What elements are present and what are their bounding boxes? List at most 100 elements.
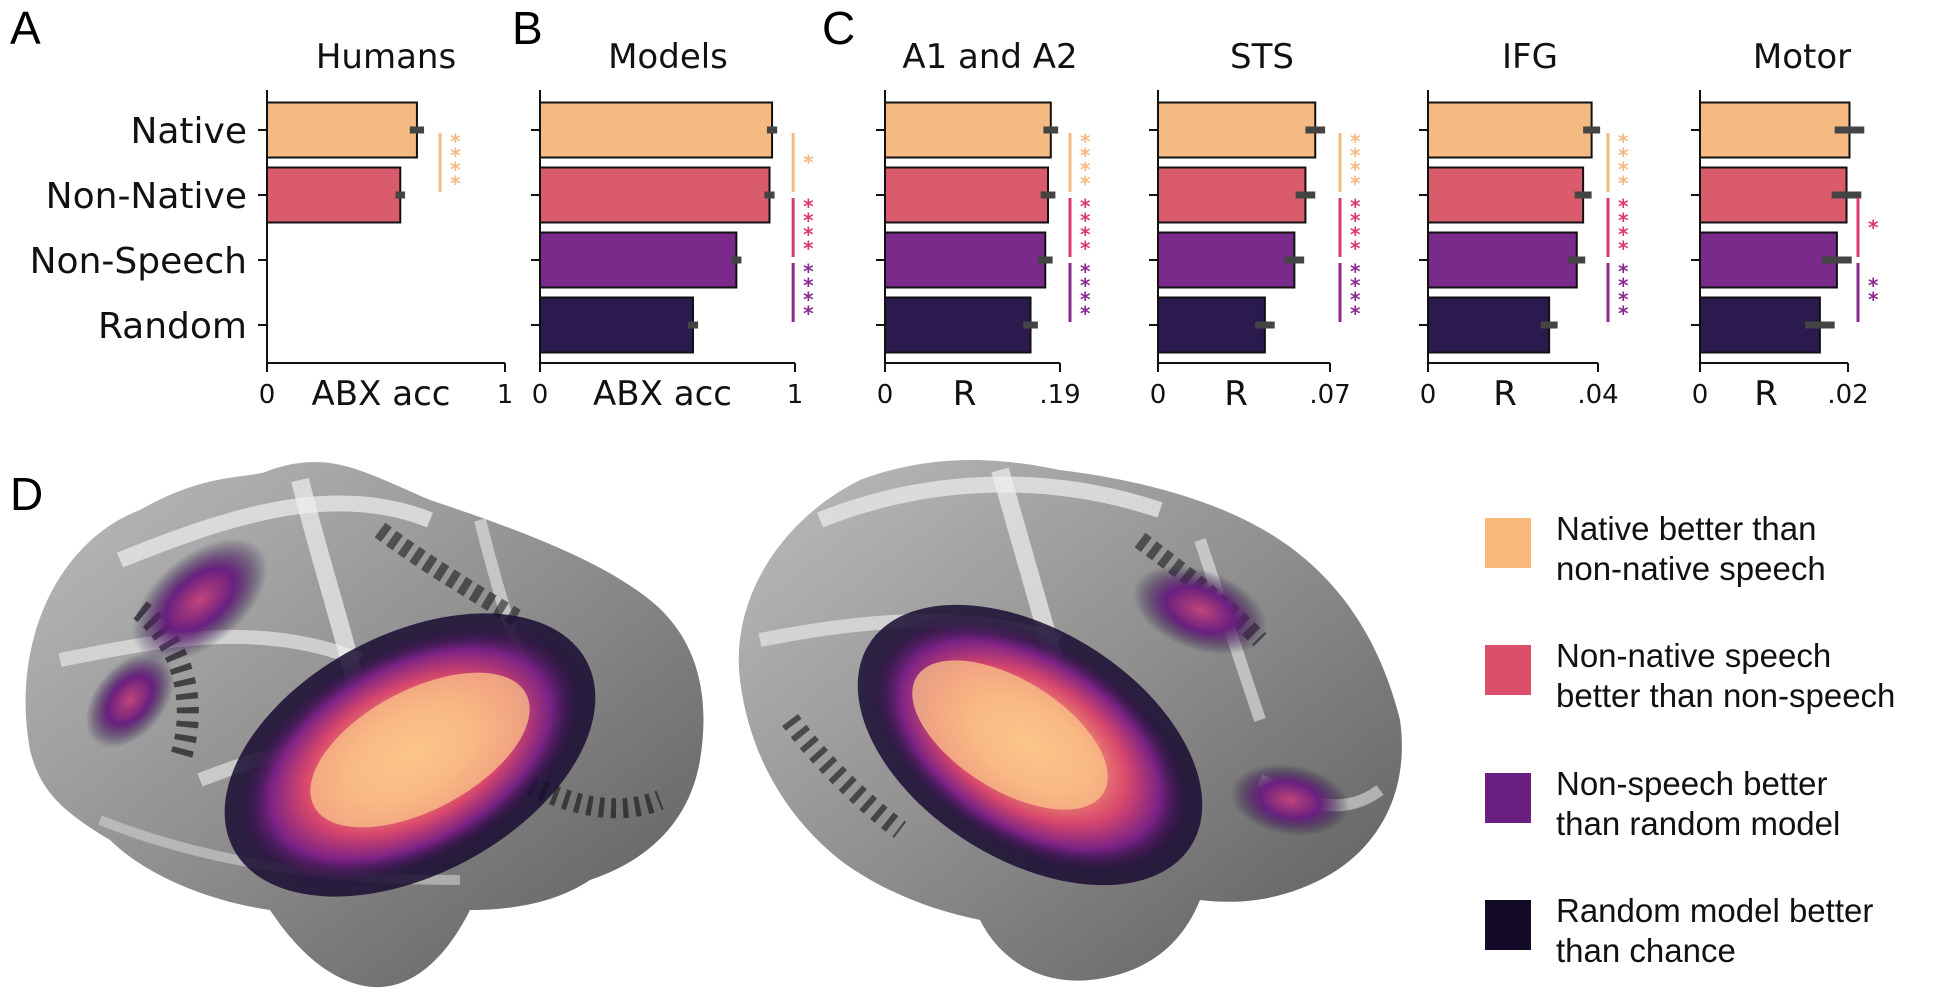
significance-star: * (1350, 158, 1361, 182)
bar-non-speech (1427, 231, 1578, 289)
significance-stars: ******** (1618, 260, 1629, 326)
legend-label: Random model better (1556, 892, 1873, 929)
x-tick-label: 0 (532, 380, 549, 410)
significance-stars: ******** (1080, 195, 1091, 261)
x-tick-label: .07 (1309, 380, 1350, 410)
significance-star: * (1868, 288, 1879, 312)
significance-star: * (1080, 172, 1091, 196)
significance-star: * (450, 130, 461, 154)
significance-star: * (1350, 195, 1361, 219)
chart-title: A1 and A2 (902, 37, 1077, 77)
bar-native (1699, 101, 1851, 159)
significance-star: * (1080, 195, 1091, 219)
significance-stars: **** (1868, 274, 1879, 312)
panel-label-a: A (10, 2, 41, 54)
x-tick-label: 0 (1150, 380, 1167, 410)
significance-star: * (1350, 260, 1361, 284)
bar-non-native (1699, 166, 1848, 224)
brain-left-hemisphere (25, 461, 704, 988)
significance-star: * (1618, 223, 1629, 247)
significance-star: * (1080, 209, 1091, 233)
legend-label: Non-native speech (1556, 637, 1831, 674)
significance-star: * (1080, 223, 1091, 247)
significance-stars: ******** (1350, 130, 1361, 196)
x-tick-label: 1 (787, 380, 804, 410)
significance-star: * (1080, 144, 1091, 168)
brain-right-hemisphere (738, 460, 1402, 981)
legend-label: Non-speech better (1556, 765, 1828, 802)
chart-title: IFG (1502, 37, 1558, 77)
significance-star: * (1350, 209, 1361, 233)
bar-non-speech (1157, 231, 1296, 289)
x-axis-label: ABX acc (312, 374, 451, 414)
bar-non-native (1157, 166, 1307, 224)
significance-star: * (1618, 260, 1629, 284)
significance-star: * (803, 151, 814, 175)
significance-star: * (1618, 237, 1629, 261)
bar-non-speech (1699, 231, 1838, 289)
chart-a1a2: A1 and A20.19R************************ (876, 37, 1091, 414)
significance-star: * (1350, 302, 1361, 326)
significance-stars: ** (803, 151, 814, 175)
significance-star: * (1618, 288, 1629, 312)
significance-stars: ******** (1618, 195, 1629, 261)
significance-star: * (450, 144, 461, 168)
bar-non-speech (884, 231, 1047, 289)
significance-star: * (803, 237, 814, 261)
legend-label: non-native speech (1556, 550, 1826, 587)
x-tick-label: 0 (1692, 380, 1709, 410)
significance-star: * (1618, 302, 1629, 326)
significance-star: * (803, 260, 814, 284)
bar-non-speech (539, 231, 738, 289)
chart-title: Humans (316, 37, 456, 77)
panel-label-c: C (822, 2, 855, 54)
x-tick-label: .02 (1827, 380, 1868, 410)
significance-star: * (1868, 274, 1879, 298)
significance-star: * (1868, 216, 1879, 240)
significance-stars: ******** (1350, 195, 1361, 261)
significance-star: * (1350, 274, 1361, 298)
significance-stars: ******** (1080, 260, 1091, 326)
significance-stars: ******** (803, 260, 814, 326)
significance-star: * (803, 302, 814, 326)
bar-native (539, 101, 774, 159)
significance-star: * (1080, 158, 1091, 182)
bar-random (539, 296, 694, 354)
legend-label: than random model (1556, 805, 1840, 842)
bar-non-native (884, 166, 1050, 224)
x-axis-label: R (1754, 374, 1778, 414)
x-axis-label: ABX acc (593, 374, 732, 414)
significance-star: * (1618, 144, 1629, 168)
chart-title: STS (1230, 37, 1294, 77)
significance-star: * (803, 209, 814, 233)
category-label-non-speech: Non-Speech (30, 241, 247, 282)
legend-label: Native better than (1556, 510, 1817, 547)
significance-star: * (1350, 144, 1361, 168)
significance-stars: ******** (1080, 130, 1091, 196)
significance-star: * (1618, 158, 1629, 182)
bar-native (1427, 101, 1593, 159)
significance-star: * (1350, 223, 1361, 247)
x-tick-label: .04 (1577, 380, 1618, 410)
x-tick-label: .19 (1039, 380, 1080, 410)
significance-stars: ******** (450, 130, 461, 196)
category-label-random: Random (98, 306, 247, 347)
legend-swatch (1485, 645, 1531, 695)
panel-label-d: D (10, 468, 43, 520)
x-tick-label: 0 (877, 380, 894, 410)
significance-star: * (803, 195, 814, 219)
significance-star: * (1618, 130, 1629, 154)
legend-label: than chance (1556, 932, 1736, 969)
bar-native (884, 101, 1052, 159)
x-axis-label: R (1224, 374, 1248, 414)
bar-native (1157, 101, 1317, 159)
significance-star: * (1350, 130, 1361, 154)
chart-title: Motor (1753, 37, 1851, 77)
